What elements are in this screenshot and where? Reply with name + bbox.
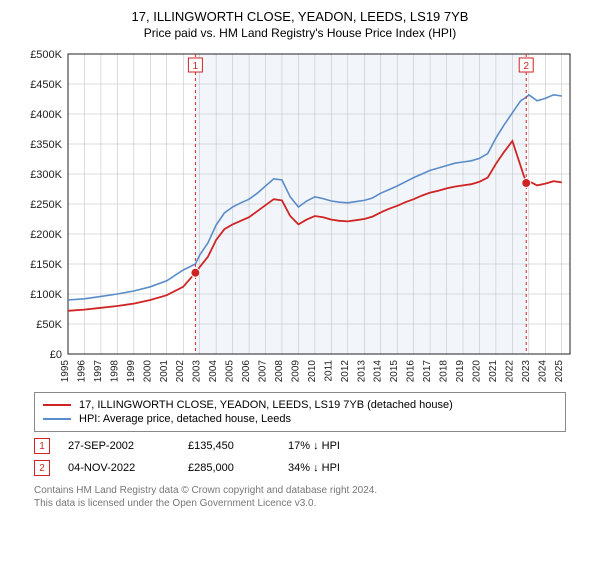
marker-date-2: 04-NOV-2022 [68, 462, 188, 474]
svg-text:£250K: £250K [30, 199, 62, 211]
marker-badge-1: 1 [34, 438, 50, 454]
legend-label-paid: 17, ILLINGWORTH CLOSE, YEADON, LEEDS, LS… [79, 399, 453, 411]
marker-diff-2: 34% ↓ HPI [288, 462, 340, 474]
svg-text:2008: 2008 [274, 360, 285, 383]
attribution-line-1: Contains HM Land Registry data © Crown c… [34, 484, 566, 497]
svg-text:1998: 1998 [109, 360, 120, 383]
svg-text:2006: 2006 [241, 360, 252, 383]
legend-row-paid: 17, ILLINGWORTH CLOSE, YEADON, LEEDS, LS… [43, 399, 557, 411]
svg-text:2013: 2013 [356, 360, 367, 383]
chart-subtitle: Price paid vs. HM Land Registry's House … [0, 26, 600, 40]
svg-text:1999: 1999 [126, 360, 137, 383]
svg-text:2009: 2009 [290, 360, 301, 383]
svg-text:2004: 2004 [208, 360, 219, 383]
svg-text:£50K: £50K [36, 319, 62, 331]
svg-text:2012: 2012 [340, 360, 351, 383]
svg-text:2010: 2010 [307, 360, 318, 383]
svg-text:2020: 2020 [471, 360, 482, 383]
svg-text:2022: 2022 [504, 360, 515, 383]
marker-price-2: £285,000 [188, 462, 288, 474]
svg-text:2000: 2000 [142, 360, 153, 383]
marker-price-1: £135,450 [188, 440, 288, 452]
attribution: Contains HM Land Registry data © Crown c… [34, 484, 566, 510]
svg-text:1997: 1997 [93, 360, 104, 383]
svg-text:2015: 2015 [389, 360, 400, 383]
marker-diff-1: 17% ↓ HPI [288, 440, 340, 452]
marker-row-2: 2 04-NOV-2022 £285,000 34% ↓ HPI [34, 460, 566, 476]
svg-text:2025: 2025 [554, 360, 565, 383]
svg-text:£100K: £100K [30, 289, 62, 301]
svg-text:2024: 2024 [537, 360, 548, 383]
svg-text:2001: 2001 [159, 360, 170, 383]
legend: 17, ILLINGWORTH CLOSE, YEADON, LEEDS, LS… [34, 392, 566, 432]
legend-swatch-red [43, 404, 71, 406]
svg-text:£0: £0 [50, 349, 62, 361]
svg-text:2023: 2023 [521, 360, 532, 383]
svg-text:1: 1 [193, 61, 199, 72]
svg-text:2014: 2014 [373, 360, 384, 383]
marker-badge-2: 2 [34, 460, 50, 476]
svg-text:£450K: £450K [30, 79, 62, 91]
legend-swatch-blue [43, 418, 71, 420]
svg-text:£150K: £150K [30, 259, 62, 271]
chart-title: 17, ILLINGWORTH CLOSE, YEADON, LEEDS, LS… [0, 8, 600, 26]
svg-text:£200K: £200K [30, 229, 62, 241]
svg-text:2016: 2016 [406, 360, 417, 383]
legend-row-hpi: HPI: Average price, detached house, Leed… [43, 413, 557, 425]
attribution-line-2: This data is licensed under the Open Gov… [34, 497, 566, 510]
svg-text:2017: 2017 [422, 360, 433, 383]
legend-label-hpi: HPI: Average price, detached house, Leed… [79, 413, 291, 425]
marker-date-1: 27-SEP-2002 [68, 440, 188, 452]
price-chart: £0 £50K £100K £150K £200K £250K £300K £350K £400… [20, 46, 580, 386]
svg-text:£400K: £400K [30, 109, 62, 121]
marker-row-1: 1 27-SEP-2002 £135,450 17% ↓ HPI [34, 438, 566, 454]
svg-text:2018: 2018 [439, 360, 450, 383]
svg-text:2011: 2011 [323, 360, 334, 382]
svg-text:1995: 1995 [60, 360, 71, 383]
svg-text:£500K: £500K [30, 49, 62, 61]
svg-text:1996: 1996 [76, 360, 87, 383]
svg-text:2005: 2005 [225, 360, 236, 383]
svg-text:2021: 2021 [488, 360, 499, 383]
marker-table: 1 27-SEP-2002 £135,450 17% ↓ HPI 2 04-NO… [34, 438, 566, 476]
svg-text:2002: 2002 [175, 360, 186, 383]
svg-text:2003: 2003 [192, 360, 203, 383]
svg-text:2: 2 [523, 61, 529, 72]
svg-text:2007: 2007 [258, 360, 269, 383]
svg-text:£350K: £350K [30, 139, 62, 151]
svg-text:2019: 2019 [455, 360, 466, 383]
svg-text:£300K: £300K [30, 169, 62, 181]
